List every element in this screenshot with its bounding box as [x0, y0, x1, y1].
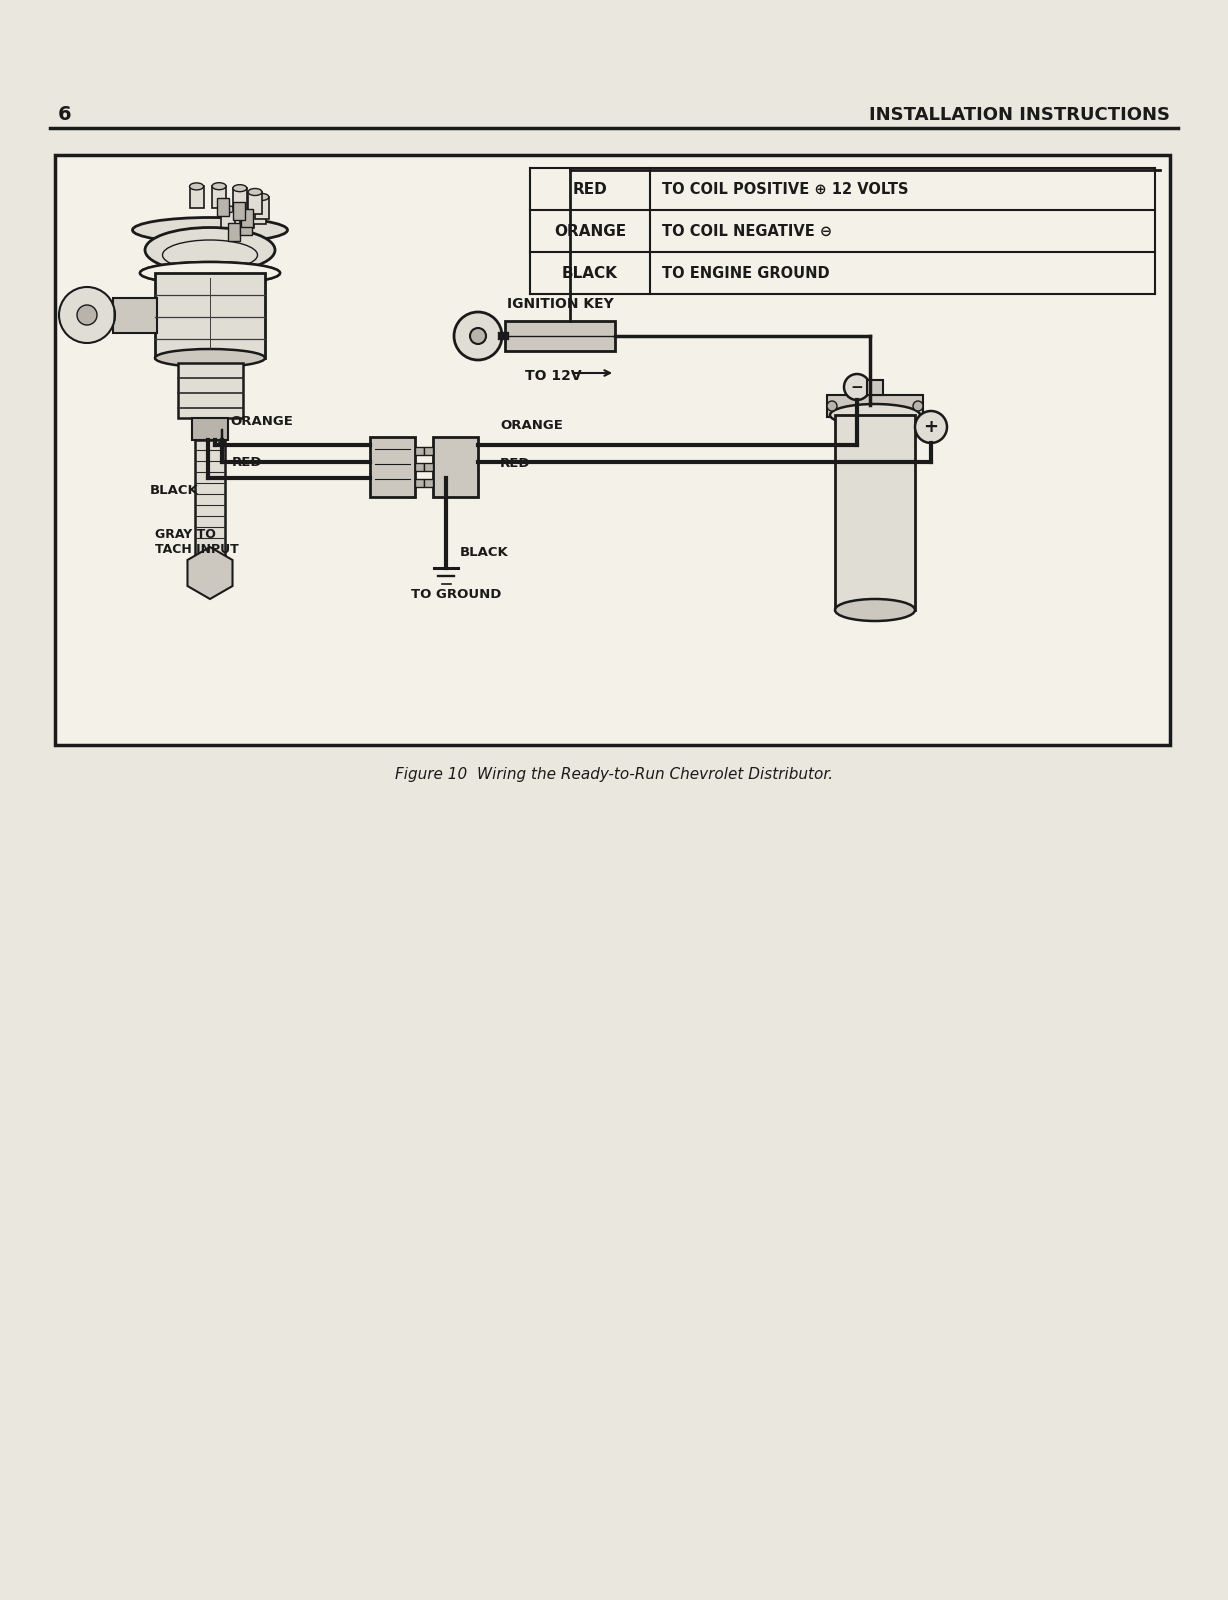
Bar: [242, 210, 253, 227]
Bar: [55, 155, 1170, 746]
Bar: [155, 274, 265, 358]
Text: ORANGE: ORANGE: [230, 414, 292, 427]
Ellipse shape: [835, 598, 915, 621]
Bar: [370, 437, 415, 498]
Ellipse shape: [252, 198, 266, 206]
Ellipse shape: [155, 349, 265, 366]
Bar: [505, 322, 615, 350]
Bar: [433, 437, 478, 498]
Text: INSTALLATION INSTRUCTIONS: INSTALLATION INSTRUCTIONS: [869, 106, 1170, 125]
Circle shape: [826, 402, 837, 411]
Bar: [217, 198, 228, 216]
Circle shape: [77, 306, 97, 325]
Bar: [424, 462, 433, 470]
Bar: [254, 197, 269, 219]
Circle shape: [454, 312, 502, 360]
Text: ORANGE: ORANGE: [500, 419, 562, 432]
Ellipse shape: [239, 203, 254, 210]
Text: BLACK: BLACK: [562, 266, 618, 280]
Bar: [233, 202, 246, 221]
Bar: [415, 462, 424, 470]
Bar: [867, 379, 883, 395]
Ellipse shape: [221, 206, 235, 213]
Text: IGNITION KEY: IGNITION KEY: [507, 298, 613, 310]
Text: BLACK: BLACK: [460, 546, 508, 558]
Text: TO 12V: TO 12V: [526, 370, 582, 382]
Polygon shape: [188, 547, 232, 598]
Ellipse shape: [248, 189, 262, 195]
Bar: [835, 414, 915, 610]
Bar: [113, 298, 157, 333]
Bar: [239, 218, 252, 235]
Text: +: +: [923, 418, 938, 435]
Text: TO ENGINE GROUND: TO ENGINE GROUND: [662, 266, 830, 280]
Text: RED: RED: [500, 458, 530, 470]
Text: RED: RED: [232, 456, 263, 469]
Text: Figure 10  Wiring the Ready-to-Run Chevrolet Distributor.: Figure 10 Wiring the Ready-to-Run Chevro…: [395, 768, 833, 782]
Bar: [248, 192, 262, 214]
Ellipse shape: [133, 218, 287, 243]
Text: ORANGE: ORANGE: [554, 224, 626, 238]
Circle shape: [844, 374, 869, 400]
Ellipse shape: [189, 182, 204, 190]
Text: TO COIL NEGATIVE ⊖: TO COIL NEGATIVE ⊖: [662, 224, 833, 238]
Text: TO COIL POSITIVE ⊕ 12 VOLTS: TO COIL POSITIVE ⊕ 12 VOLTS: [662, 181, 909, 197]
Bar: [415, 446, 424, 454]
Bar: [415, 478, 424, 486]
Bar: [424, 446, 433, 454]
Text: BLACK: BLACK: [150, 483, 199, 498]
Circle shape: [470, 328, 486, 344]
Bar: [239, 206, 254, 229]
Ellipse shape: [254, 194, 269, 200]
Ellipse shape: [145, 227, 275, 272]
Bar: [228, 224, 241, 242]
Text: −: −: [851, 379, 863, 395]
Ellipse shape: [140, 262, 280, 285]
Bar: [212, 186, 226, 208]
Bar: [192, 418, 228, 440]
Bar: [826, 395, 923, 418]
Bar: [178, 363, 242, 418]
Bar: [233, 189, 247, 210]
Text: 6: 6: [58, 106, 71, 125]
Ellipse shape: [233, 184, 247, 192]
Ellipse shape: [212, 182, 226, 190]
Bar: [189, 187, 204, 208]
Circle shape: [59, 286, 115, 342]
Circle shape: [912, 402, 923, 411]
Text: TO GROUND: TO GROUND: [411, 587, 501, 602]
Text: GRAY TO
TACH INPUT: GRAY TO TACH INPUT: [155, 528, 238, 557]
Text: RED: RED: [572, 181, 608, 197]
Ellipse shape: [140, 262, 280, 285]
Circle shape: [915, 411, 947, 443]
Bar: [424, 478, 433, 486]
Bar: [221, 210, 235, 232]
Bar: [195, 440, 225, 555]
Bar: [252, 202, 266, 224]
Ellipse shape: [830, 403, 920, 426]
